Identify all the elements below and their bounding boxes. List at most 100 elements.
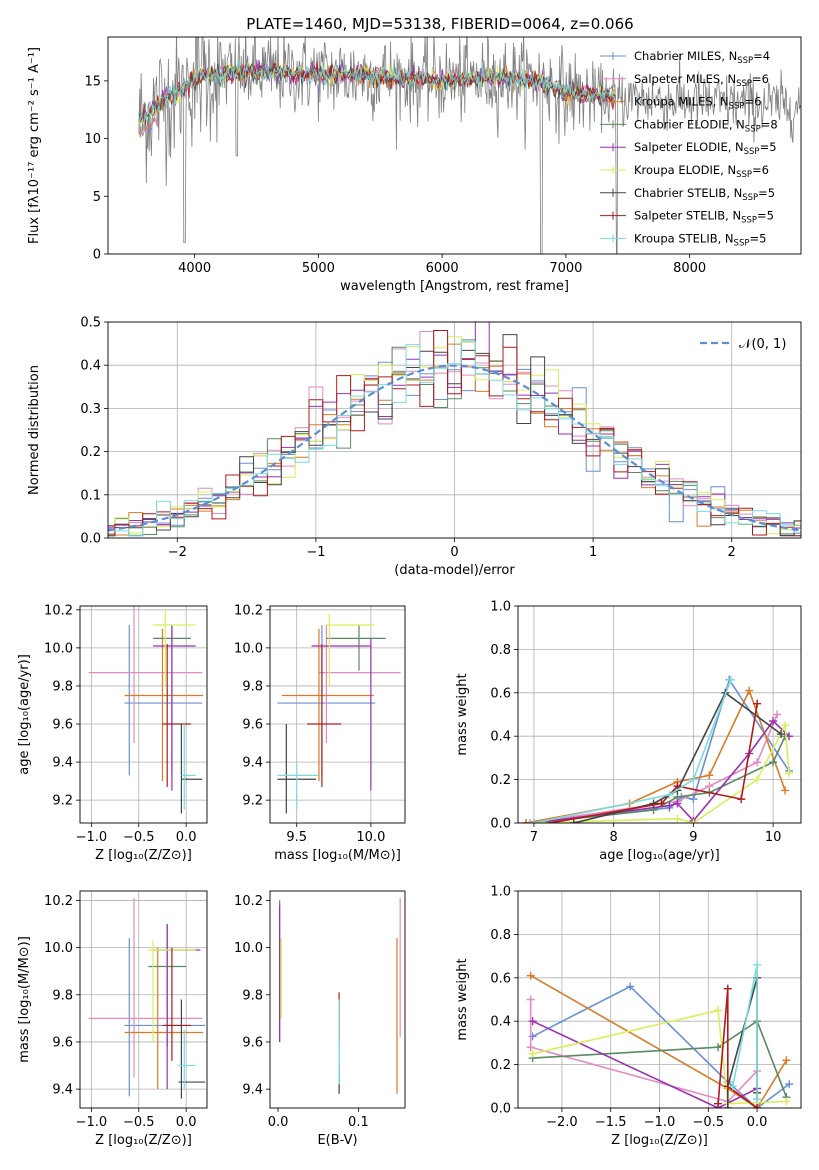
x-axis-label: Z [log₁₀(Z/Z⊙)]: [95, 848, 192, 863]
series-line: [717, 988, 758, 1108]
series-point: [745, 686, 754, 695]
series-point: [673, 814, 682, 823]
axes-frame: [79, 890, 208, 1109]
series-point: [714, 1006, 723, 1015]
y-tick-label: 0.0: [490, 817, 511, 832]
y-tick-label: 9.8: [242, 679, 263, 694]
y-tick-label: 9.4: [242, 756, 263, 771]
y-tick-label: 0.1: [80, 488, 101, 503]
x-axis-label: Z [log₁₀(Z/Z⊙)]: [611, 1133, 708, 1148]
y-tick-label: 10: [84, 132, 101, 147]
y-tick-label: 0.4: [490, 1015, 511, 1030]
plot-area: [279, 898, 401, 1094]
x-tick-label: −0.5: [693, 1115, 725, 1130]
errorbar-salpeter-miles: [318, 625, 401, 744]
y-tick-label: 9.4: [52, 1083, 73, 1098]
y-axis-label: mass [log₁₀(M/M⊙)]: [17, 936, 32, 1063]
errorbar-salpeter-elodie: [152, 924, 201, 1090]
y-tick-label: 10.0: [44, 641, 73, 656]
series-point: [665, 790, 674, 799]
series-point: [626, 982, 635, 991]
y-tick-label: 10.0: [234, 941, 263, 956]
plot-area: [526, 960, 794, 1108]
series-point: [714, 1043, 723, 1052]
series-point: [689, 775, 698, 784]
axes-frame: [107, 36, 802, 255]
legend-label-gaussian: 𝒩(0, 1): [739, 337, 786, 352]
series-salpeter-stelib: [714, 984, 762, 1108]
axes-frame: [79, 605, 208, 824]
plot-area: [138, 37, 801, 254]
x-tick-label: −1.0: [644, 1115, 676, 1130]
y-tick-label: 0.6: [490, 686, 511, 701]
axes-frame: [517, 890, 802, 1109]
axes-frame: [269, 605, 406, 824]
y-tick-label: 0.4: [80, 359, 101, 374]
x-axis-label: Z [log₁₀(Z/Z⊙)]: [95, 1133, 192, 1148]
x-tick-label: 0.0: [176, 1115, 197, 1130]
series-chabrier-stelib: [723, 973, 762, 1108]
legend-label-salpeter-elodie: Salpeter ELODIE, NSSP=5: [634, 140, 777, 157]
histogram-kroupa-stelib: [108, 341, 801, 537]
errorbar-salpeter-miles: [88, 898, 203, 1078]
series-point: [705, 771, 714, 780]
errorbar-salpeter-elodie: [152, 625, 196, 791]
axes-frame: [269, 890, 406, 1109]
series-kroupa-stelib: [728, 960, 762, 1104]
y-tick-label: 10.2: [44, 894, 73, 909]
panel-residual_hist: −2 −1 0 1 2 0.0 0.1 0.2 0.3 0.4 0.5 (data-model)/er…: [27, 316, 802, 578]
x-tick-label: −1.0: [76, 1115, 108, 1130]
errorbar-chabrier-miles: [124, 938, 206, 1097]
series-point: [753, 1104, 762, 1108]
series-point: [782, 1097, 791, 1106]
y-axis-label: mass weight: [455, 673, 470, 755]
errorbar-salpeter-elodie: [311, 638, 372, 791]
y-tick-label: 0: [93, 248, 101, 263]
series-line: [533, 735, 786, 823]
series-point: [728, 1082, 737, 1091]
y-tick-label: 10.2: [234, 894, 263, 909]
y-tick-label: 0.4: [490, 730, 511, 745]
plot-area: [108, 322, 801, 537]
x-tick-label: −2.0: [546, 1115, 578, 1130]
series-point: [673, 799, 682, 808]
figure-title: PLATE=1460, MJD=53138, FIBERID=0064, z=0…: [246, 15, 633, 33]
panel-mass_vs_Z: −1.0 −0.5 0.0 9.4 9.6 9.8 10.0 10.2 Z [log₁₀(Z/Z…: [17, 890, 208, 1148]
series-point: [785, 769, 794, 778]
y-tick-label: 0.2: [490, 1058, 511, 1073]
series-point: [689, 819, 698, 823]
y-tick-label: 0.5: [80, 316, 101, 331]
errorbar-kroupa-elodie: [152, 609, 196, 686]
errorbar-kroupa-miles: [124, 628, 204, 782]
x-tick-label: 0.0: [747, 1115, 768, 1130]
series-line: [533, 722, 790, 823]
series-point: [526, 1043, 535, 1052]
y-tick-label: 9.8: [242, 988, 263, 1003]
series-point: [673, 782, 682, 791]
plot-area: [277, 613, 401, 814]
x-tick-label: −1: [306, 545, 325, 560]
y-axis-label: age [log₁₀(age/yr)]: [17, 654, 32, 775]
errorbar-kroupa-stelib: [178, 1030, 196, 1090]
x-tick-label: −1.5: [595, 1115, 627, 1130]
y-tick-label: 0.2: [80, 445, 101, 460]
x-axis-label: age [log₁₀(age/yr)]: [599, 848, 720, 863]
y-tick-label: 0.6: [490, 971, 511, 986]
series-line: [530, 974, 788, 1108]
y-tick-label: 9.4: [242, 1083, 263, 1098]
plot-area: [88, 898, 206, 1099]
x-tick-label: 0: [450, 545, 458, 560]
series-point: [737, 795, 746, 804]
panel-age_vs_mass: 9.5 10.0 9.2 9.4 9.6 9.8 10.0 10.2 mass [log₁₀(M…: [234, 603, 406, 863]
x-tick-label: −1.0: [76, 830, 108, 845]
series-point: [781, 786, 790, 795]
series-line: [529, 999, 758, 1103]
y-tick-label: 9.2: [52, 794, 73, 809]
x-tick-label: 0.1: [348, 1115, 369, 1130]
series-point: [769, 758, 778, 767]
errorbar-kroupa-stelib: [277, 762, 319, 810]
series-point: [753, 775, 762, 784]
legend-label-chabrier-stelib: Chabrier STELIB, NSSP=5: [634, 186, 775, 203]
series-point: [773, 710, 782, 719]
